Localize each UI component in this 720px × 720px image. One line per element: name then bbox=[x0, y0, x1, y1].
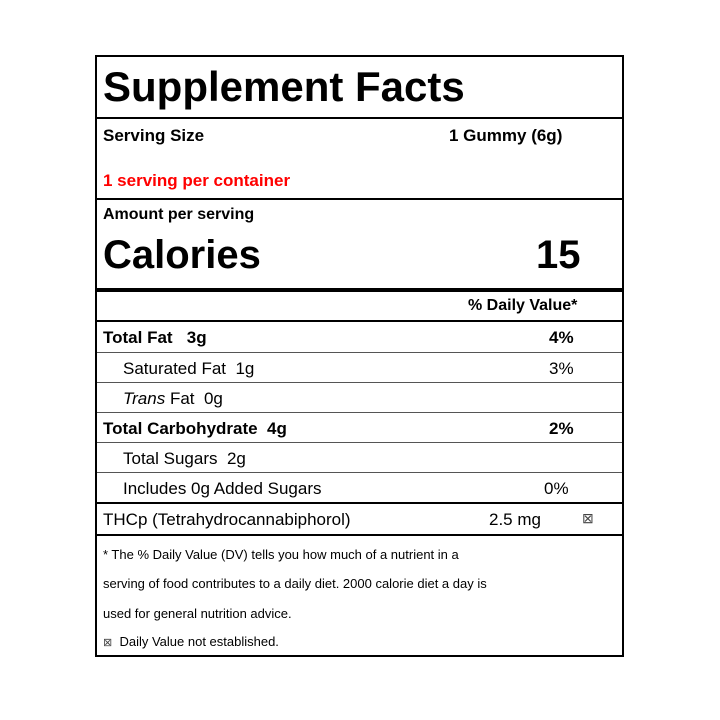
amount-per-serving: Amount per serving bbox=[103, 206, 255, 223]
ingredient-amount: 2.5 mg bbox=[489, 510, 541, 529]
nutrient-amount: 4g bbox=[267, 419, 287, 438]
footnote-line: used for general nutrition advice. bbox=[103, 606, 292, 621]
divider bbox=[97, 352, 622, 353]
divider bbox=[97, 442, 622, 443]
nutrient-dv: 2% bbox=[549, 419, 574, 438]
nutrient-amount: 2g bbox=[226, 449, 246, 468]
footnote-line: serving of food contributes to a daily d… bbox=[103, 576, 487, 591]
nutrient-dv: 4% bbox=[549, 328, 574, 347]
divider bbox=[97, 502, 622, 504]
nutrient-amount: 0g bbox=[203, 389, 223, 408]
nutrient-amount: 1g bbox=[235, 359, 255, 378]
ingredient-name: THCp (Tetrahydrocannabiphorol) bbox=[103, 510, 351, 529]
daily-value-header: % Daily Value* bbox=[468, 297, 578, 314]
serving-size-value: 1 Gummy (6g) bbox=[449, 126, 563, 145]
nutrient-name: Includes 0g Added Sugars bbox=[123, 479, 322, 498]
nutrient-name-italic: Trans bbox=[123, 389, 166, 408]
divider bbox=[97, 198, 622, 200]
nutrient-row-saturated-fat: Saturated Fat 1g 3% bbox=[97, 353, 622, 383]
nutrient-dv: 3% bbox=[549, 359, 574, 378]
ingredient-row-thcp: THCp (Tetrahydrocannabiphorol) 2.5 mg ⊠ bbox=[97, 504, 622, 534]
divider-thick bbox=[97, 288, 622, 292]
calories-label: Calories bbox=[103, 233, 261, 277]
nutrient-name: Total Fat bbox=[103, 328, 173, 347]
footnote-line: * The % Daily Value (DV) tells you how m… bbox=[103, 547, 459, 562]
nutrient-row-total-fat: Total Fat 3g 4% bbox=[97, 322, 622, 352]
panel-title: Supplement Facts bbox=[103, 63, 465, 110]
nutrient-name: Total Carbohydrate bbox=[103, 419, 258, 438]
nutrient-row-total-sugars: Total Sugars 2g bbox=[97, 443, 622, 473]
divider bbox=[97, 117, 622, 119]
divider bbox=[97, 472, 622, 473]
divider bbox=[97, 382, 622, 383]
nutrient-amount: 3g bbox=[186, 328, 207, 347]
supplement-facts-panel: Supplement Facts Serving Size 1 Gummy (6… bbox=[95, 55, 624, 657]
footnote-symbol-line: ⊠ Daily Value not established. bbox=[103, 634, 279, 649]
nutrient-row-added-sugars: Includes 0g Added Sugars 0% bbox=[97, 473, 622, 503]
nutrient-name: Total Sugars bbox=[123, 449, 218, 468]
nutrient-name: Saturated Fat bbox=[123, 359, 227, 378]
servings-per-container: 1 serving per container bbox=[103, 171, 291, 190]
divider bbox=[97, 320, 622, 322]
serving-size-label: Serving Size bbox=[103, 126, 205, 145]
footnote-symbol-text: Daily Value not established. bbox=[119, 634, 279, 649]
nutrient-dv: 0% bbox=[544, 479, 569, 498]
nutrient-row-total-carbohydrate: Total Carbohydrate 4g 2% bbox=[97, 413, 622, 443]
dv-not-established-icon: ⊠ bbox=[582, 510, 594, 526]
nutrient-row-trans-fat: Trans Fat 0g bbox=[97, 383, 622, 413]
nutrient-name: Fat bbox=[169, 389, 195, 408]
divider bbox=[97, 412, 622, 413]
divider bbox=[97, 534, 622, 536]
dv-not-established-icon: ⊠ bbox=[103, 637, 113, 649]
calories-value: 15 bbox=[536, 233, 581, 277]
